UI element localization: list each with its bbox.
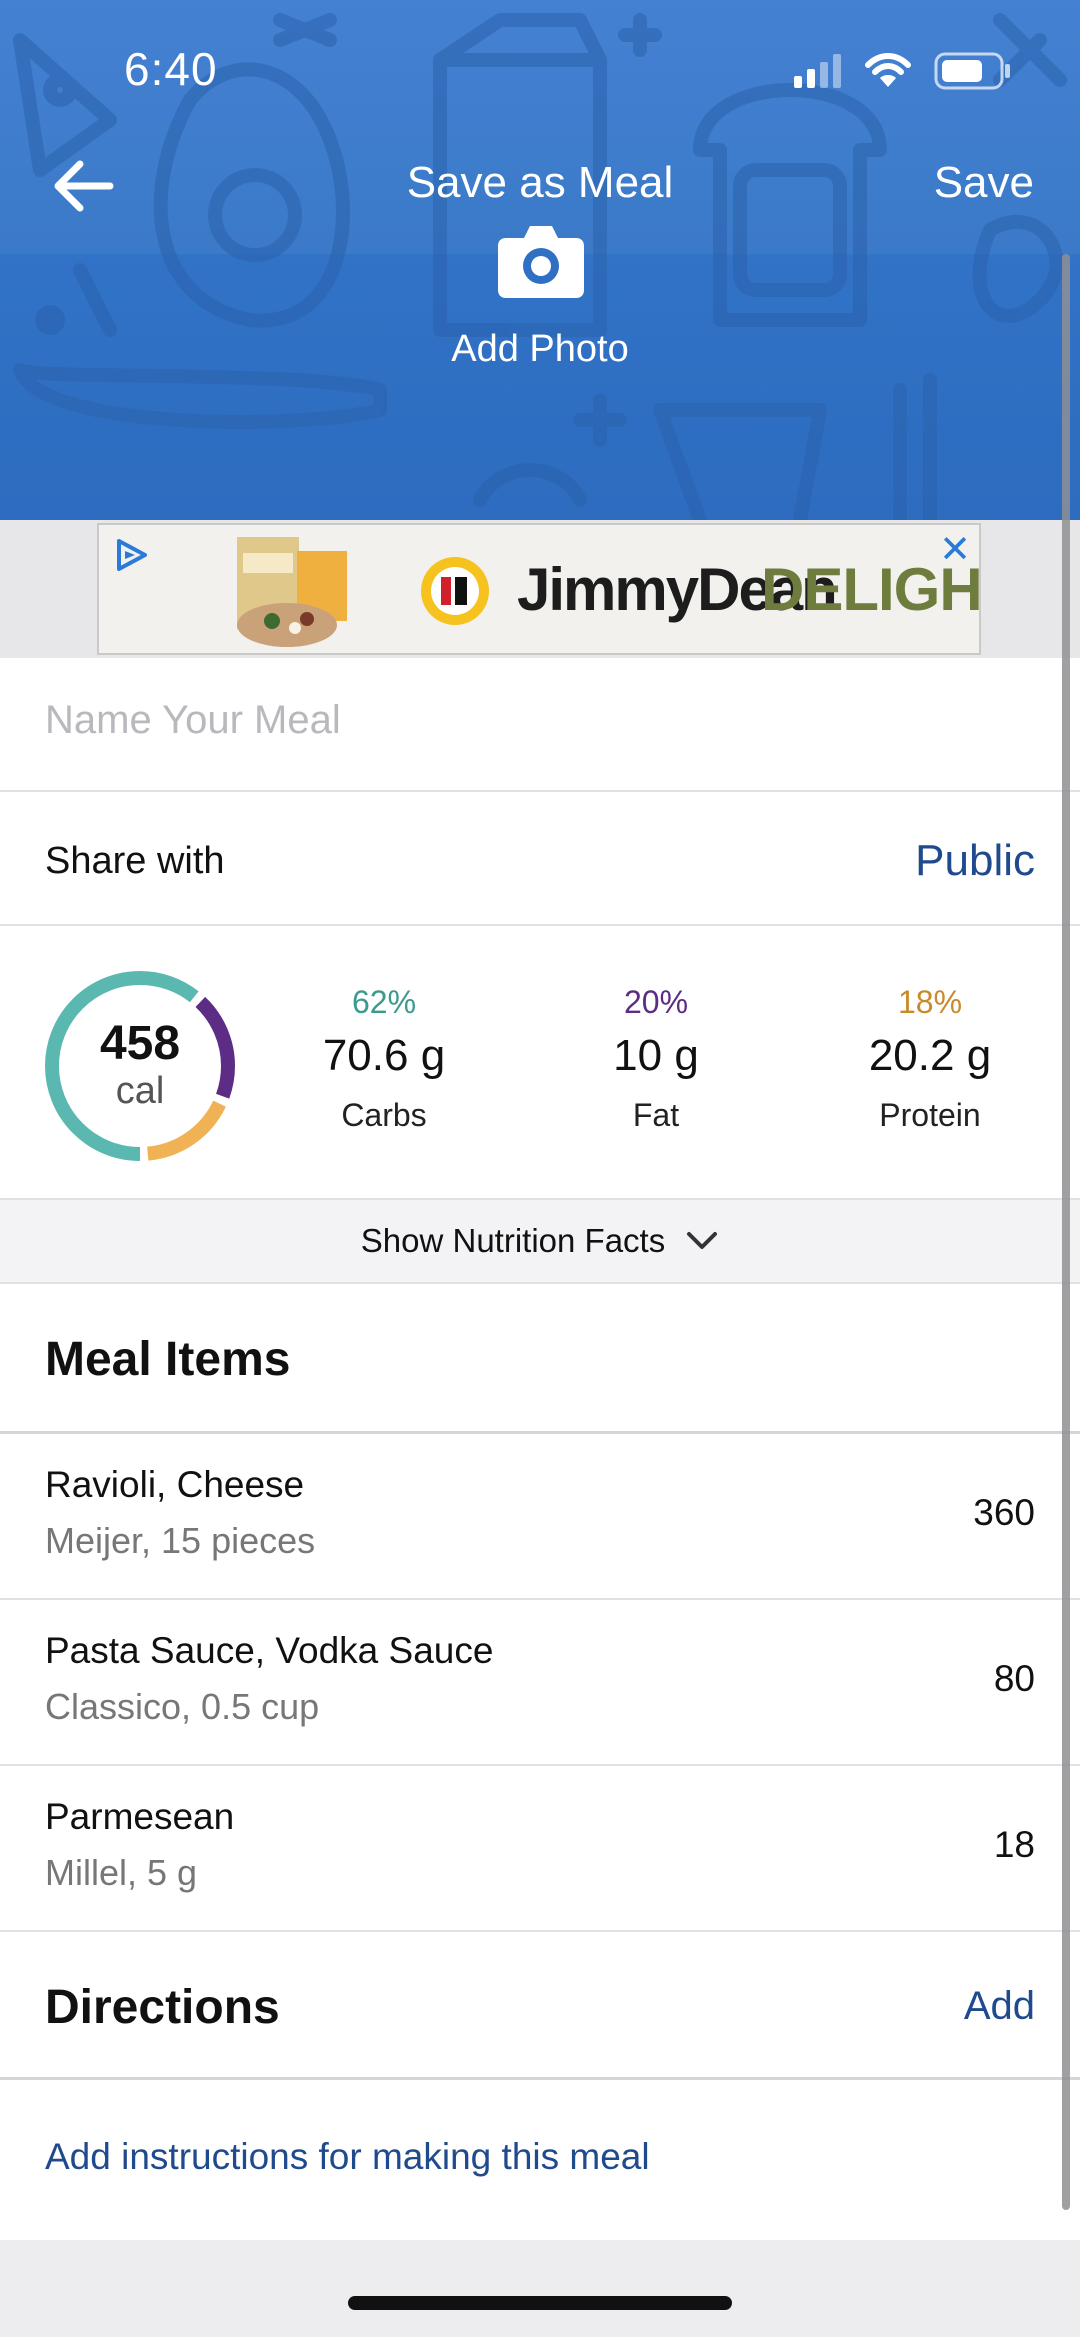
macro-carbs: 62% 70.6 g Carbs <box>264 984 504 1134</box>
macro-carbs-value: 70.6 g <box>322 1031 446 1080</box>
directions-row[interactable]: Add instructions for making this meal <box>0 2080 1080 2240</box>
share-row[interactable]: Share with Public <box>0 792 1080 926</box>
meal-item-calories: 80 <box>993 1658 1035 1699</box>
scrollbar[interactable] <box>1062 254 1070 2210</box>
cellular-signal-icon <box>794 54 841 88</box>
ad-area: ✕ JimmyDean DELIGHTS <box>0 520 1080 658</box>
macro-protein-percent: 18% <box>897 984 963 1020</box>
nutrition-summary: 458 cal 62% 70.6 g Carbs 20% 10 g Fat 18… <box>0 926 1080 1200</box>
ad-product-image <box>237 537 347 647</box>
header: 6:40 Save as Meal Save Add Photo <box>0 0 1080 520</box>
ad-banner[interactable]: ✕ JimmyDean DELIGHTS <box>97 523 981 655</box>
page-title: Save as Meal <box>406 158 674 207</box>
meal-items-header: Meal Items <box>0 1284 1080 1434</box>
macro-fat: 20% 10 g Fat <box>536 984 776 1134</box>
jimmy-dean-logo-icon <box>421 557 489 625</box>
add-directions-button[interactable]: Add <box>963 1984 1035 2028</box>
meal-item-name: Ravioli, Cheese <box>45 1464 305 1505</box>
show-nutrition-facts-button[interactable]: Show Nutrition Facts <box>0 1200 1080 1284</box>
status-icons <box>794 52 1012 90</box>
macro-fat-value: 10 g <box>613 1031 699 1080</box>
chevron-down-icon <box>687 1232 718 1249</box>
meal-item-calories: 18 <box>993 1824 1035 1865</box>
wifi-icon <box>865 53 911 87</box>
macro-protein: 18% 20.2 g Protein <box>810 984 1050 1134</box>
macro-protein-value: 20.2 g <box>868 1031 992 1080</box>
meal-item-detail: Millel, 5 g <box>45 1852 198 1893</box>
share-value[interactable]: Public <box>915 836 1035 885</box>
ad-close-icon[interactable]: ✕ <box>939 529 971 571</box>
meal-item-row[interactable]: Ravioli, Cheese Meijer, 15 pieces 360 <box>0 1434 1080 1600</box>
macro-protein-label: Protein <box>879 1097 981 1133</box>
ring-segment-fat <box>45 971 235 1161</box>
status-time: 6:40 <box>124 43 218 95</box>
directions-title: Directions <box>45 1981 280 2034</box>
show-nutrition-facts-label: Show Nutrition Facts <box>360 1222 666 1259</box>
share-label: Share with <box>45 840 225 882</box>
meal-item-name: Parmesean <box>45 1796 235 1837</box>
ad-brand-text: JimmyDean <box>517 556 838 623</box>
calorie-unit: cal <box>115 1070 165 1112</box>
meal-item-calories: 360 <box>973 1492 1035 1533</box>
meal-name-input[interactable] <box>45 698 1025 743</box>
battery-icon <box>934 52 1010 90</box>
macro-carbs-label: Carbs <box>341 1097 427 1133</box>
macro-fat-label: Fat <box>632 1097 680 1133</box>
save-button[interactable]: Save <box>933 158 1034 207</box>
home-indicator[interactable] <box>348 2296 732 2310</box>
ring-segment-carbs <box>45 971 235 1161</box>
meal-item-detail: Meijer, 15 pieces <box>45 1520 316 1561</box>
camera-icon[interactable] <box>496 220 586 300</box>
meal-item-row[interactable]: Pasta Sauce, Vodka Sauce Classico, 0.5 c… <box>0 1600 1080 1766</box>
meal-name-row <box>0 658 1080 792</box>
calorie-ring-chart <box>45 971 235 1161</box>
back-arrow-icon[interactable] <box>50 156 120 216</box>
food-pattern-background <box>13 13 1067 520</box>
add-instructions-link[interactable]: Add instructions for making this meal <box>45 2136 650 2177</box>
macro-fat-percent: 20% <box>623 984 689 1020</box>
meal-item-detail: Classico, 0.5 cup <box>45 1686 320 1727</box>
macro-carbs-percent: 62% <box>351 984 417 1020</box>
meal-item-row[interactable]: Parmesean Millel, 5 g 18 <box>0 1766 1080 1932</box>
ad-choices-icon[interactable] <box>113 537 149 573</box>
add-photo-button[interactable]: Add Photo <box>451 328 629 370</box>
calorie-total: 458 <box>99 1017 181 1070</box>
ad-subbrand-text: DELIGHTS <box>761 556 981 623</box>
meal-item-name: Pasta Sauce, Vodka Sauce <box>45 1630 494 1671</box>
directions-header: Directions Add <box>0 1932 1080 2080</box>
meal-items-title: Meal Items <box>45 1333 291 1386</box>
